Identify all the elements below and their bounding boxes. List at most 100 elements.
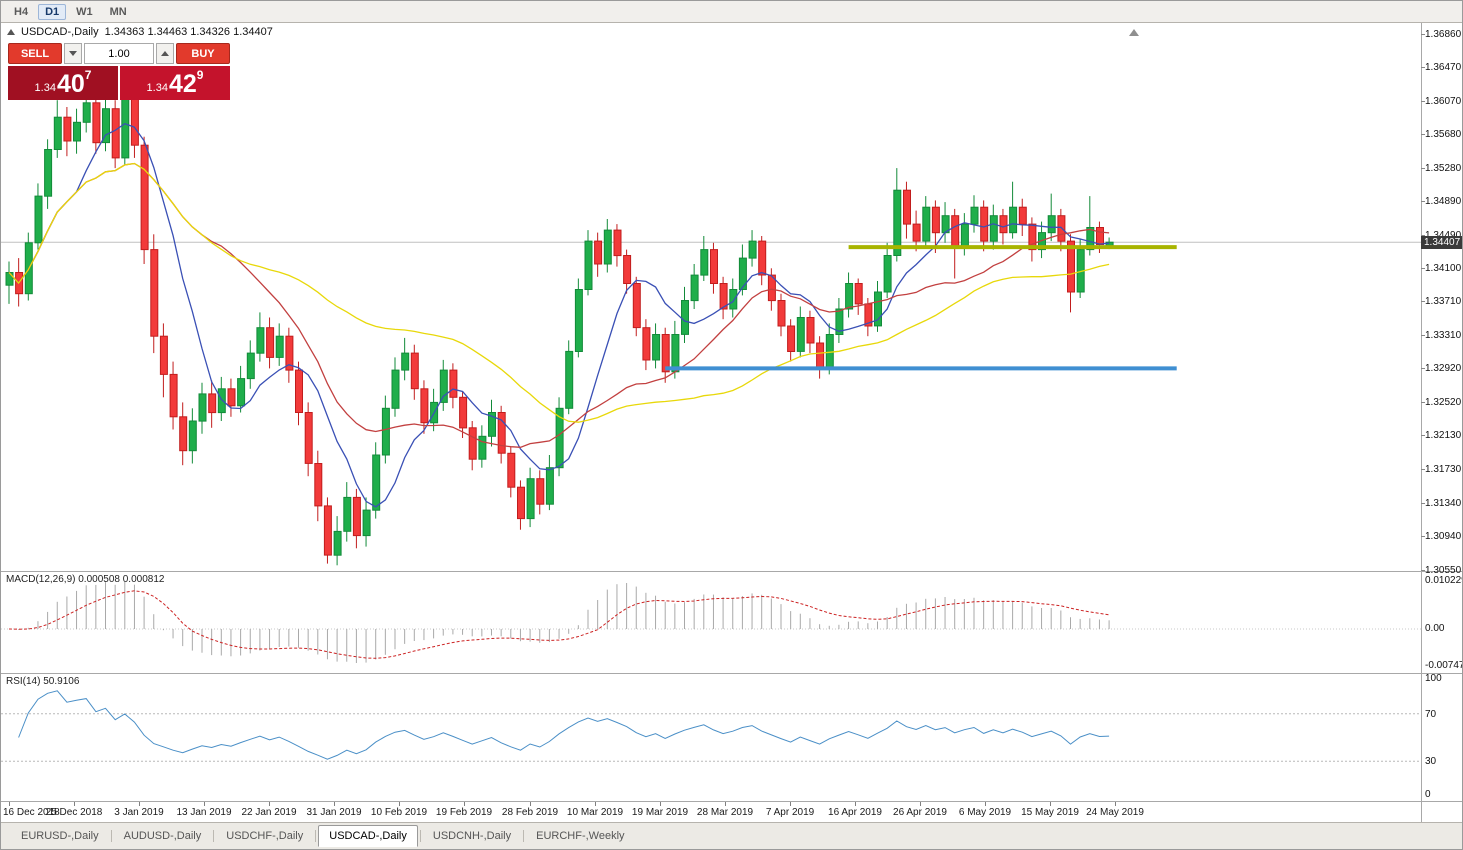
chart-title: USDCAD-,Daily 1.34363 1.34463 1.34326 1.… [7,26,273,38]
timeframe-button-h4[interactable]: H4 [14,5,29,18]
price-axis-tick [1421,503,1425,504]
price-axis-label: 1.32920 [1425,363,1462,374]
timeframe-button-mn[interactable]: MN [109,5,127,18]
date-tick [790,802,791,806]
price-axis-tick [1421,101,1425,102]
volume-increase-button[interactable] [156,43,174,64]
date-tick [269,802,270,806]
macd-axis-label: 0.010229 [1425,575,1463,586]
buy-price-pip: 9 [196,68,204,82]
date-label: 13 Jan 2019 [176,807,232,818]
date-tick [139,802,140,806]
tab-divider [213,830,215,842]
price-axis-label: 1.30550 [1425,565,1462,576]
price-axis-label: 1.32130 [1425,430,1462,441]
price-axis-tick [1421,570,1425,571]
tab-usdchf-daily[interactable]: USDCHF-,Daily [226,830,304,842]
main-chart-canvas[interactable] [1,23,1421,571]
date-label: 19 Mar 2019 [631,807,689,818]
buy-button[interactable]: BUY [176,43,230,64]
date-label: 19 Feb 2019 [435,807,493,818]
price-axis-tick [1421,201,1425,202]
date-tick [1050,802,1051,806]
panel-separator[interactable] [1,673,1462,674]
date-label: 28 Feb 2019 [501,807,559,818]
buy-price-prefix: 1.34 [146,82,168,94]
price-axis-tick [1421,402,1425,403]
date-label: 22 Jan 2019 [241,807,297,818]
chart-shift-marker-icon[interactable] [1129,29,1139,36]
sell-price-pip: 7 [84,68,92,82]
macd-histogram [18,582,1110,663]
date-tick [920,802,921,806]
date-label: 25 Dec 2018 [45,807,103,818]
price-axis-label: 1.34100 [1425,263,1462,274]
panel-separator[interactable] [1,571,1462,572]
price-axis-tick [1421,301,1425,302]
date-tick [985,802,986,806]
price-axis-tick [1421,268,1425,269]
rsi-axis-label: 30 [1425,756,1437,767]
date-label: 31 Jan 2019 [306,807,362,818]
price-axis[interactable]: 1.36860 1.36470 1.36070 1.35680 1.35280 1.348… [1421,23,1463,824]
symbol-arrow-icon[interactable] [7,29,15,35]
tab-divider [523,830,525,842]
volume-input[interactable] [84,43,154,64]
tab-audusd-daily[interactable]: AUDUSD-,Daily [123,830,202,842]
tab-usdcnh-daily[interactable]: USDCNH-,Daily [432,830,512,842]
sell-price-box[interactable]: 1.34 40 7 [8,66,118,100]
price-axis-label: 1.31730 [1425,464,1462,475]
macd-axis-label: 0.00 [1425,623,1445,634]
price-axis-label: 1.32520 [1425,397,1462,408]
macd-signal-line [8,590,1110,659]
date-axis[interactable]: 16 Dec 2018 25 Dec 2018 3 Jan 2019 13 Jan 2… [1,802,1421,824]
tab-eurusd-daily[interactable]: EURUSD-,Daily [21,830,99,842]
rsi-axis-label: 0 [1425,789,1431,800]
date-label: 26 Apr 2019 [893,807,947,818]
timeframe-button-d1[interactable]: D1 [38,3,67,20]
tab-usdcad-daily[interactable]: USDCAD-,Daily [318,825,418,847]
trade-controls-row: SELL BUY [8,43,230,64]
timeframe-button-w1[interactable]: W1 [76,5,93,18]
price-axis-label: 1.34490 [1425,230,1461,241]
date-label: 15 May 2019 [1021,807,1079,818]
chart-window[interactable]: USDCAD-,Daily 1.34363 1.34463 1.34326 1.… [1,23,1463,824]
date-label: 6 May 2019 [958,807,1012,818]
date-label: 7 Apr 2019 [765,807,815,818]
date-tick [595,802,596,806]
macd-canvas[interactable] [1,572,1421,673]
price-axis-tick [1421,67,1425,68]
rsi-canvas[interactable] [1,674,1421,801]
price-axis-tick [1421,335,1425,336]
panel-separator[interactable] [1,801,1462,802]
price-axis-label: 1.36470 [1425,62,1462,73]
date-tick [334,802,335,806]
tab-eurchf-weekly[interactable]: EURCHF-,Weekly [536,830,625,842]
price-axis-tick [1421,168,1425,169]
price-axis-label: 1.33710 [1425,296,1462,307]
sell-button[interactable]: SELL [8,43,62,64]
volume-decrease-icon [69,51,77,56]
date-label: 10 Feb 2019 [370,807,428,818]
buy-price-box[interactable]: 1.34 42 9 [120,66,230,100]
price-axis-label: 1.36070 [1425,96,1462,107]
moving-average-8 [8,122,1110,508]
date-tick [855,802,856,806]
price-axis-label: 1.30940 [1425,531,1462,542]
price-axis-label: 1.34890 [1425,196,1462,207]
timeframe-toolbar: H4 D1 W1 MN [1,1,1462,23]
date-tick [9,802,10,806]
date-tick [464,802,465,806]
date-tick [1115,802,1116,806]
price-axis-tick [1421,435,1425,436]
sell-price-big-digits: 40 [56,70,85,98]
buy-price-big-digits: 42 [168,70,197,98]
date-tick [204,802,205,806]
volume-decrease-button[interactable] [64,43,82,64]
date-label: 16 Dec 2018 [3,807,60,818]
chart-ohlc-values: 1.34363 1.34463 1.34326 1.34407 [104,26,273,38]
price-axis-label: 1.31340 [1425,498,1462,509]
date-tick [399,802,400,806]
price-axis-tick [1421,134,1425,135]
